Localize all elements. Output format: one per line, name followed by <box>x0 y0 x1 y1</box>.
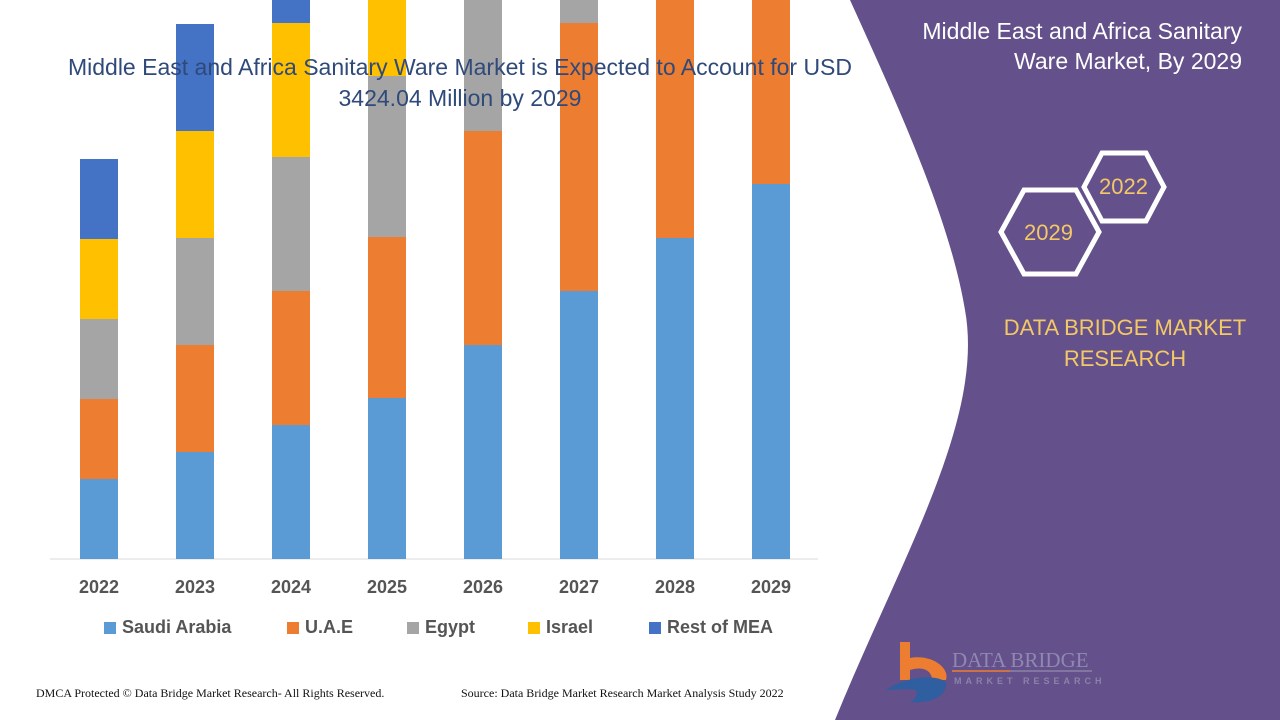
copyright-text: DMCA Protected © Data Bridge Market Rese… <box>36 686 385 700</box>
legend-item-saudi-arabia: Saudi Arabia <box>104 617 287 638</box>
logo-mark-icon <box>886 642 947 703</box>
bar-2024-saudi-arabia <box>272 425 310 559</box>
bar-2024-rest-of-mea <box>272 0 310 23</box>
bar-2022-israel <box>80 239 118 319</box>
x-tick-2025: 2025 <box>367 577 407 597</box>
hexagon-2022-icon <box>1081 150 1167 224</box>
bar-2022-u-a-e <box>80 399 118 479</box>
bar-2022-saudi-arabia <box>80 479 118 559</box>
bar-2026-u-a-e <box>464 131 502 345</box>
side-title: Middle East and Africa Sanitary Ware Mar… <box>922 18 1242 74</box>
bar-2025-u-a-e <box>368 237 406 398</box>
bar-2025-saudi-arabia <box>368 398 406 559</box>
brand-text: DATA BRIDGE MARKET RESEARCH <box>1003 315 1247 371</box>
legend-label: Egypt <box>425 617 476 637</box>
bar-2028-saudi-arabia <box>656 238 694 559</box>
legend-label: Rest of MEA <box>667 617 774 637</box>
legend-swatch <box>104 621 116 634</box>
hex-year-2022: 2022 <box>1099 174 1148 199</box>
bars-group <box>80 0 790 559</box>
legend-item-egypt: Egypt <box>407 617 528 638</box>
bar-2025-israel <box>368 0 406 76</box>
legend-label: U.A.E <box>305 617 354 637</box>
bar-2029-u-a-e <box>752 0 790 184</box>
legend-swatch <box>287 621 299 634</box>
x-tick-2026: 2026 <box>463 577 503 597</box>
bar-2029-saudi-arabia <box>752 184 790 559</box>
legend-label: Saudi Arabia <box>122 617 232 637</box>
bar-2023-u-a-e <box>176 345 214 452</box>
hexagon-2029-icon <box>998 187 1102 277</box>
bar-2028-u-a-e <box>656 0 694 238</box>
bar-2025-egypt <box>368 76 406 237</box>
bar-2026-saudi-arabia <box>464 345 502 559</box>
bar-2027-egypt <box>560 0 598 23</box>
legend-swatch <box>528 621 540 634</box>
bar-2022-rest-of-mea <box>80 159 118 239</box>
bar-2023-israel <box>176 131 214 238</box>
bar-2026-egypt <box>464 0 502 131</box>
legend-item-israel: Israel <box>528 617 649 638</box>
bar-2023-saudi-arabia <box>176 452 214 559</box>
bar-2024-u-a-e <box>272 291 310 425</box>
bar-2027-u-a-e <box>560 23 598 291</box>
x-tick-2029: 2029 <box>751 577 791 597</box>
legend-swatch <box>407 621 419 634</box>
x-tick-2028: 2028 <box>655 577 695 597</box>
legend-item-uae: U.A.E <box>287 617 407 638</box>
bar-2027-saudi-arabia <box>560 291 598 559</box>
x-tick-2027: 2027 <box>559 577 599 597</box>
logo-subtext: MARKET RESEARCH <box>954 676 1106 686</box>
logo-text: DATA BRIDGE <box>952 648 1089 672</box>
x-tick-2024: 2024 <box>271 577 311 597</box>
bar-2022-egypt <box>80 319 118 399</box>
legend-swatch <box>649 621 661 634</box>
bar-2024-israel <box>272 23 310 157</box>
x-tick-2022: 2022 <box>79 577 119 597</box>
chart-title: Middle East and Africa Sanitary Ware Mar… <box>67 54 853 111</box>
legend-item-rest-of-mea: Rest of MEA <box>649 617 773 638</box>
x-tick-2023: 2023 <box>175 577 215 597</box>
x-tick-labels: 2022 2023 2024 2025 2026 2027 2028 2029 <box>79 577 791 597</box>
bar-2023-rest-of-mea <box>176 24 214 131</box>
legend: Saudi Arabia U.A.E Egypt Israel Rest of … <box>104 617 773 638</box>
hex-year-2029: 2029 <box>1024 220 1073 245</box>
purple-side-panel <box>835 0 1280 720</box>
legend-label: Israel <box>546 617 594 637</box>
bar-2024-egypt <box>272 157 310 291</box>
source-text: Source: Data Bridge Market Research Mark… <box>461 686 784 700</box>
bar-2023-egypt <box>176 238 214 345</box>
